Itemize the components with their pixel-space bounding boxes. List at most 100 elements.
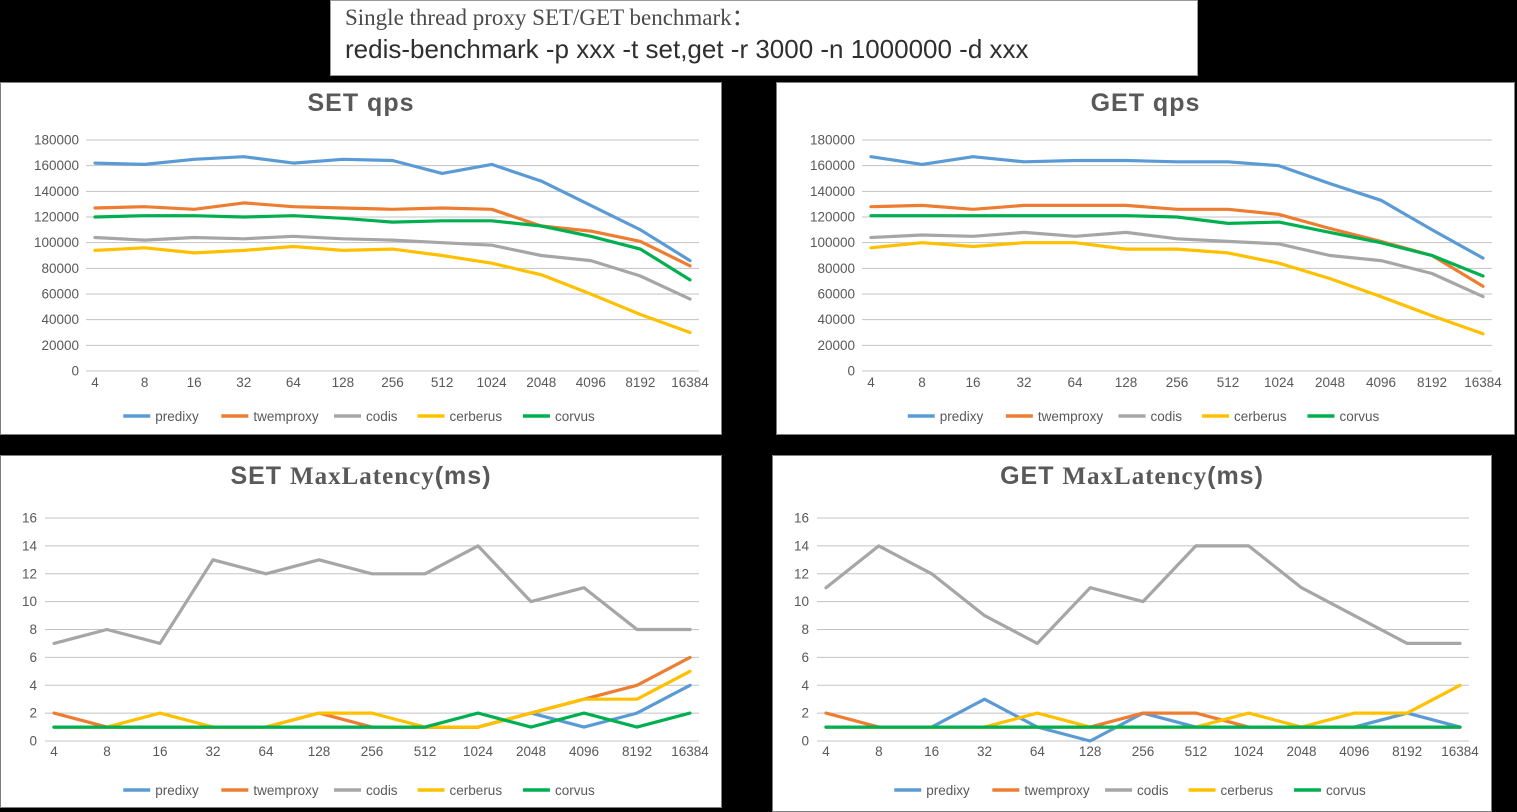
y-axis-tick-label: 2 xyxy=(801,706,809,721)
y-axis-tick-label: 160000 xyxy=(810,158,855,173)
chart-panel-set-qps: SET qps 0 20000 40000 60000 80000 100000 12000… xyxy=(0,82,722,435)
y-axis-tick-label: 80000 xyxy=(817,261,855,276)
legend-get-qps: predixy twemproxy codis cerberus corvus xyxy=(907,409,1379,424)
x-axis-tick-label: 2048 xyxy=(526,375,556,390)
x-axis-tick-label: 4 xyxy=(91,375,99,390)
y-axis-tick-label: 40000 xyxy=(41,312,79,327)
x-axis-tick-label: 512 xyxy=(1185,744,1208,759)
y-axis-tick-label: 100000 xyxy=(810,235,855,250)
x-axis-tick-label: 64 xyxy=(1030,744,1046,759)
x-axis-tick-label: 512 xyxy=(414,744,437,759)
legend-label-predixy: predixy xyxy=(926,783,970,798)
y-axis-tick-label: 10 xyxy=(794,594,809,609)
y-axis-tick-label: 160000 xyxy=(34,158,79,173)
x-axis-tick-label: 1024 xyxy=(477,375,508,390)
y-axis-tick-label: 4 xyxy=(801,678,809,693)
x-axis-tick-label: 512 xyxy=(431,375,454,390)
y-axis-tick-label: 12 xyxy=(794,566,809,581)
chart-title-segment: (ms) xyxy=(434,462,492,490)
x-axis-tick-label: 32 xyxy=(977,744,992,759)
series-line-codis xyxy=(869,230,1485,299)
y-axis-tick-label: 0 xyxy=(801,734,809,749)
series-line-predixy xyxy=(93,155,692,263)
chart-title-set-qps: SET qps xyxy=(1,89,721,118)
x-axis-tick-label: 8192 xyxy=(622,744,652,759)
x-axis-tick-label: 4096 xyxy=(569,744,599,759)
chart-title-segment: MaxLatency xyxy=(290,463,435,490)
series-line-cerberus xyxy=(869,241,1485,336)
chart-panel-set-maxlatency: SET MaxLatency(ms) 0 2 4 6 8 10 12 14 16 4 8 16 32 64… xyxy=(0,455,722,808)
x-axis-tick-label: 256 xyxy=(361,744,384,759)
x-axis-tick-label: 16384 xyxy=(671,744,709,759)
legend-label-twemproxy: twemproxy xyxy=(1024,783,1090,798)
x-axis-tick-label: 16 xyxy=(965,375,980,390)
x-axis-tick-label: 8 xyxy=(103,744,111,759)
x-axis-tick-label: 2048 xyxy=(1315,375,1345,390)
x-axis-tick-label: 8192 xyxy=(1417,375,1447,390)
series-line-codis xyxy=(52,544,692,645)
chart-title-segment: SET qps xyxy=(307,89,415,117)
x-axis-tick-label: 8 xyxy=(918,375,926,390)
x-axis-tick-label: 128 xyxy=(332,375,355,390)
y-axis-tick-label: 4 xyxy=(29,678,37,693)
y-axis-tick-label: 180000 xyxy=(810,133,855,148)
legend-set-maxlatency: predixy twemproxy codis cerberus corvus xyxy=(123,783,595,798)
x-axis-tick-label: 32 xyxy=(236,375,251,390)
y-axis-tick-label: 120000 xyxy=(34,210,79,225)
chart-title-segment: GET xyxy=(1000,462,1063,490)
series-line-predixy xyxy=(52,683,692,729)
chart-title-segment: SET xyxy=(230,462,291,490)
legend-label-corvus: corvus xyxy=(555,409,595,424)
chart-canvas-set-qps: 0 20000 40000 60000 80000 100000 120000 140000 1… xyxy=(34,133,709,424)
x-axis-tick-label: 8192 xyxy=(625,375,655,390)
x-axis-tick-label: 1024 xyxy=(463,744,494,759)
y-axis-tick-label: 0 xyxy=(847,364,855,379)
x-axis-tick-label: 16 xyxy=(187,375,202,390)
y-axis-tick-label: 20000 xyxy=(41,338,79,353)
chart-canvas-get-qps: 0 20000 40000 60000 80000 100000 120000 140000 1… xyxy=(810,133,1502,424)
series-line-corvus xyxy=(869,214,1485,278)
y-axis-tick-label: 14 xyxy=(794,538,810,553)
y-axis-tick-label: 40000 xyxy=(817,312,855,327)
x-axis-tick-label: 64 xyxy=(286,375,302,390)
series-line-cerberus xyxy=(93,244,692,335)
x-axis-tick-label: 256 xyxy=(1166,375,1189,390)
x-axis-tick-label: 8 xyxy=(875,744,883,759)
chart-title-get-qps: GET qps xyxy=(777,89,1514,118)
legend-label-corvus: corvus xyxy=(555,783,595,798)
legend-label-predixy: predixy xyxy=(155,783,199,798)
x-axis-tick-label: 4096 xyxy=(576,375,606,390)
y-axis-tick-label: 20000 xyxy=(817,338,855,353)
x-axis-tick-label: 1024 xyxy=(1234,744,1265,759)
y-axis-tick-label: 12 xyxy=(22,566,37,581)
series-line-twemproxy xyxy=(93,201,692,268)
y-axis-tick-label: 0 xyxy=(71,364,79,379)
legend-label-twemproxy: twemproxy xyxy=(1038,409,1104,424)
x-axis-tick-label: 16384 xyxy=(671,375,709,390)
chart-title-segment: GET qps xyxy=(1090,89,1201,117)
series-line-codis xyxy=(824,544,1462,645)
chart-title-segment: MaxLatency xyxy=(1062,463,1208,490)
y-axis-tick-label: 16 xyxy=(22,511,37,526)
x-axis-tick-label: 64 xyxy=(258,744,274,759)
x-axis-tick-label: 256 xyxy=(381,375,404,390)
y-axis-tick-label: 180000 xyxy=(34,133,79,148)
benchmark-command-line: redis-benchmark -p xxx -t set,get -r 300… xyxy=(345,33,1029,64)
series-line-corvus xyxy=(52,711,692,729)
y-axis-tick-label: 10 xyxy=(22,594,37,609)
y-axis-tick-label: 60000 xyxy=(817,287,855,302)
legend-label-predixy: predixy xyxy=(155,409,199,424)
series-line-cerberus xyxy=(824,683,1462,729)
x-axis-tick-label: 16 xyxy=(152,744,167,759)
chart-panel-get-qps: GET qps 0 20000 40000 60000 80000 100000 12000… xyxy=(776,82,1515,435)
y-axis-tick-label: 140000 xyxy=(810,184,855,199)
series-line-predixy xyxy=(824,697,1462,743)
x-axis-labels-get-qps: 4 8 16 32 64 128 256 512 1024 2048 4096 8192 16384 xyxy=(867,375,1502,390)
chart-title-set-maxlatency: SET MaxLatency(ms) xyxy=(1,462,721,491)
x-axis-tick-label: 32 xyxy=(1016,375,1031,390)
legend-label-corvus: corvus xyxy=(1326,783,1366,798)
chart-title-get-maxlatency: GET MaxLatency(ms) xyxy=(773,462,1491,491)
legend-get-maxlatency: predixy twemproxy codis cerberus corvus xyxy=(894,783,1366,798)
x-axis-tick-label: 128 xyxy=(1115,375,1138,390)
x-axis-labels-get-maxlatency: 4 8 16 32 64 128 256 512 1024 2048 4096 8192 16384 xyxy=(822,744,1479,759)
